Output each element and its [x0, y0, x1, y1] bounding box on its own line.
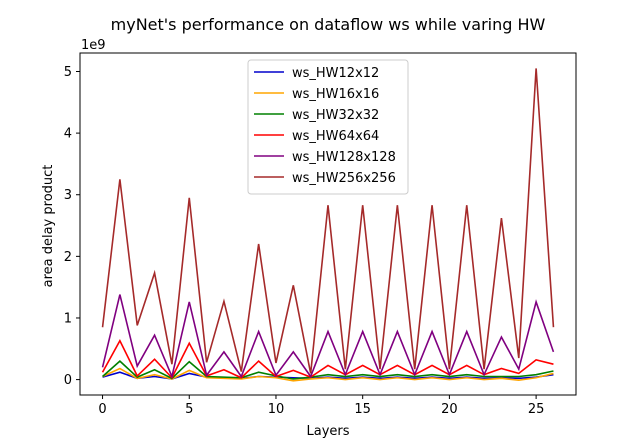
- y-offset-label: 1e9: [81, 38, 106, 53]
- series-line-ws_HW32x32: [102, 360, 554, 380]
- y-tick-label: 1: [64, 311, 72, 326]
- y-tick-label: 5: [64, 65, 72, 80]
- y-tick-label: 0: [64, 373, 72, 388]
- x-tick-label: 20: [441, 402, 458, 417]
- y-tick-label: 4: [64, 127, 72, 142]
- legend-label: ws_HW128x128: [292, 150, 396, 165]
- legend-label: ws_HW12x12: [292, 66, 379, 81]
- x-axis-label: Layers: [306, 424, 349, 439]
- series-line-ws_HW256x256: [101, 68, 555, 374]
- legend-label: ws_HW32x32: [292, 108, 379, 123]
- y-tick-label: 3: [64, 188, 72, 203]
- series-line-ws_HW16x16: [102, 367, 554, 382]
- x-tick-label: 25: [528, 402, 545, 417]
- x-tick-label: 5: [185, 402, 193, 417]
- chart-title: myNet's performance on dataflow ws while…: [111, 15, 546, 34]
- legend-label: ws_HW64x64: [292, 129, 379, 144]
- legend-label: ws_HW256x256: [292, 171, 396, 186]
- y-axis-label: area delay product: [41, 165, 56, 288]
- x-tick-label: 10: [268, 402, 285, 417]
- axes-frame: [79, 52, 577, 396]
- plot-area: 0 5 10 15 20 25 0 1 2 3 4 5: [64, 52, 577, 417]
- legend-box: [247, 59, 409, 195]
- legend: ws_HW12x12 ws_HW16x16 ws_HW32x32 ws_HW64x64…: [247, 59, 409, 195]
- y-tick-label: 2: [64, 250, 72, 265]
- x-tick-label: 15: [354, 402, 371, 417]
- x-tick-label: 0: [98, 402, 106, 417]
- legend-label: ws_HW16x16: [292, 87, 379, 102]
- series-line-ws_HW128x128: [101, 294, 555, 380]
- series-line-ws_HW64x64: [101, 339, 554, 380]
